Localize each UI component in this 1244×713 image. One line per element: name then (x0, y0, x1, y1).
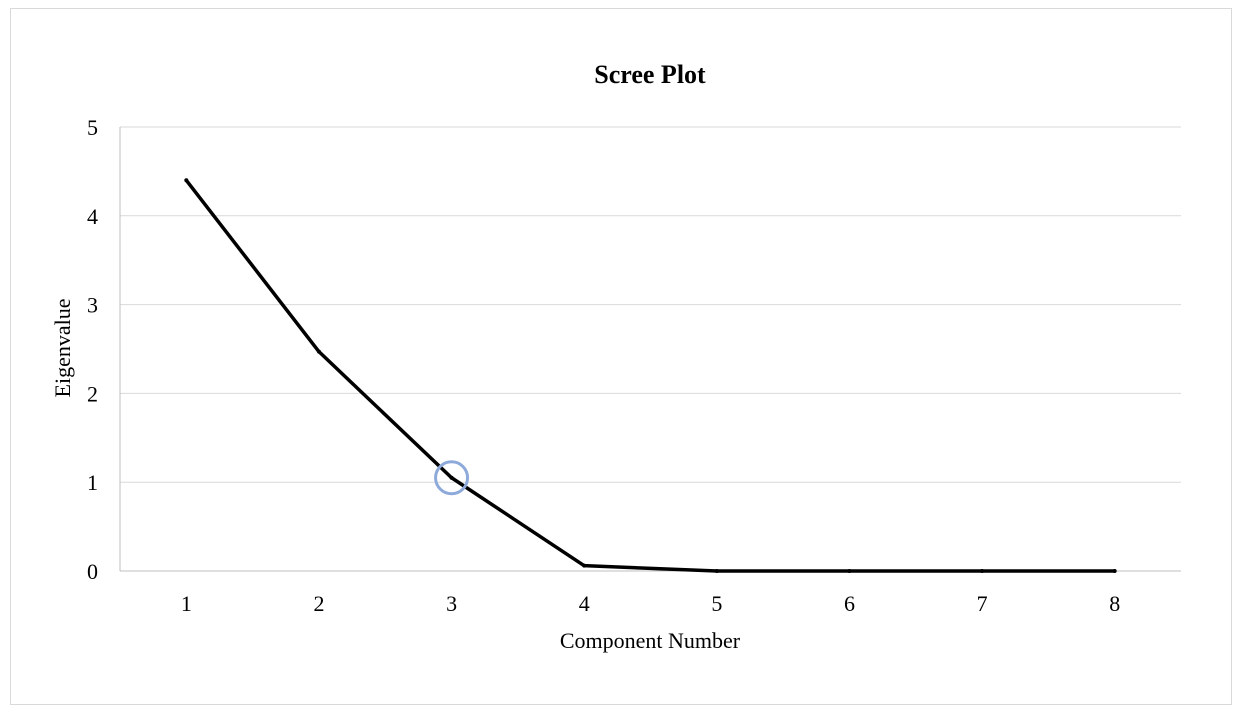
elbow-highlight-circle (434, 460, 470, 496)
x-tick-label-3: 3 (446, 591, 457, 616)
x-tick-label-1: 1 (181, 591, 192, 616)
data-point-8 (1112, 569, 1117, 573)
y-tick-label-4: 4 (87, 204, 98, 229)
y-tick-label-2: 2 (87, 381, 98, 406)
chart-frame (10, 8, 1232, 705)
x-axis-title: Component Number (560, 628, 741, 653)
data-point-1 (184, 178, 189, 183)
highlight-layer (434, 460, 470, 496)
x-tick-label-2: 2 (313, 591, 324, 616)
y-tick-label-3: 3 (87, 293, 98, 318)
series-line-0 (184, 178, 1117, 573)
y-tick-label-1: 1 (87, 470, 98, 495)
y-axis-title: Eigenvalue (50, 299, 75, 398)
data-point-3 (449, 475, 454, 480)
axes (119, 127, 1181, 572)
data-point-5 (714, 569, 719, 573)
data-point-7 (980, 569, 985, 573)
x-tick-label-5: 5 (711, 591, 722, 616)
data-point-4 (582, 563, 587, 568)
series-layer (184, 178, 1117, 573)
y-tick-label-5: 5 (87, 115, 98, 140)
data-point-6 (847, 569, 852, 573)
data-point-2 (316, 349, 321, 354)
y-tick-labels: 0 1 2 3 4 5 (87, 115, 98, 584)
y-tick-label-0: 0 (87, 559, 98, 584)
chart-title: Scree Plot (594, 60, 706, 89)
x-tick-label-6: 6 (844, 591, 855, 616)
x-tick-label-7: 7 (977, 591, 988, 616)
x-tick-label-4: 4 (579, 591, 590, 616)
x-tick-labels: 1 2 3 4 5 6 7 8 (181, 591, 1120, 616)
x-tick-label-8: 8 (1109, 591, 1120, 616)
gridlines (120, 126, 1181, 483)
